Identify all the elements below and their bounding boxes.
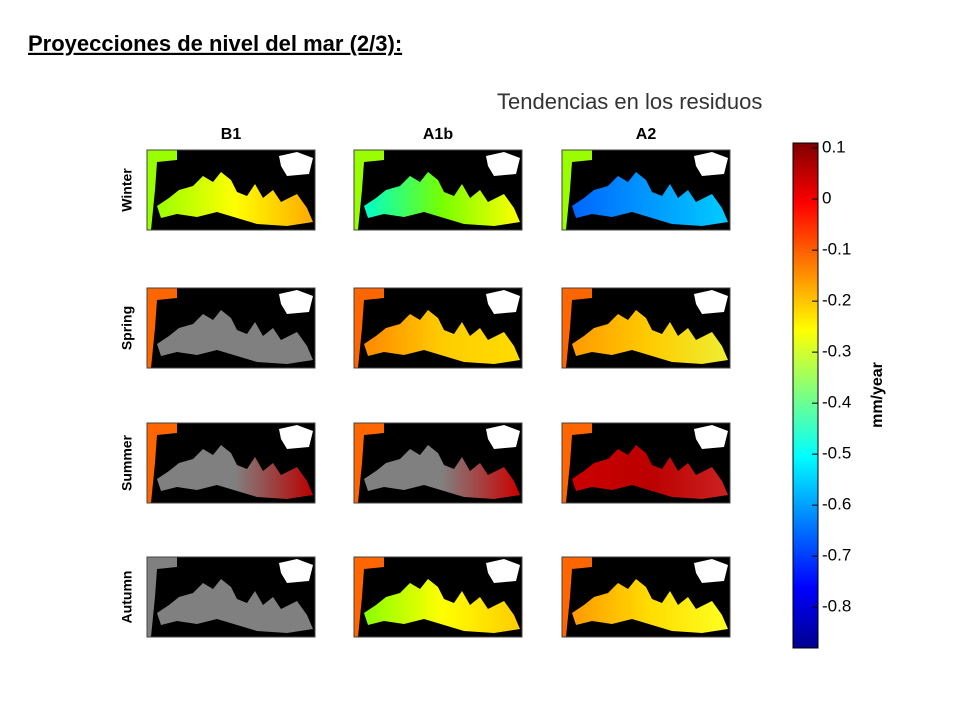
map-atlantic bbox=[562, 150, 592, 230]
map-panel bbox=[353, 287, 523, 369]
map-panel bbox=[561, 287, 731, 369]
map-frame bbox=[561, 287, 731, 369]
map-frame bbox=[146, 556, 316, 638]
map-panel bbox=[353, 149, 523, 231]
map-sea bbox=[157, 445, 313, 499]
column-label: A1b bbox=[423, 126, 453, 143]
colorbar-tick-label: -0.4 bbox=[822, 393, 851, 412]
map-sea bbox=[364, 310, 520, 364]
map-atlantic bbox=[354, 423, 384, 503]
slide-title: Proyecciones de nivel del mar (2/3): bbox=[28, 31, 402, 56]
map-frame bbox=[353, 287, 523, 369]
map-atlantic bbox=[147, 288, 177, 368]
map-sea bbox=[572, 172, 728, 226]
map-panel bbox=[146, 422, 316, 504]
map-blacksea bbox=[486, 559, 520, 583]
colorbar bbox=[792, 142, 819, 649]
map-blacksea bbox=[486, 152, 520, 176]
row-label: Winter bbox=[119, 168, 135, 212]
map-panel bbox=[146, 149, 316, 231]
map-atlantic bbox=[562, 288, 592, 368]
row-label: Summer bbox=[119, 434, 135, 491]
map-atlantic bbox=[562, 557, 592, 637]
colorbar-tick-label: -0.7 bbox=[822, 546, 851, 565]
map-blacksea bbox=[279, 152, 313, 176]
colorbar-tick-label: 0.1 bbox=[822, 138, 846, 157]
map-blacksea bbox=[486, 425, 520, 449]
map-blacksea bbox=[279, 425, 313, 449]
map-frame bbox=[353, 149, 523, 231]
map-sea bbox=[364, 172, 520, 226]
map-frame bbox=[561, 149, 731, 231]
colorbar-tick-label: -0.6 bbox=[822, 495, 851, 514]
map-blacksea bbox=[486, 290, 520, 314]
map-panel bbox=[146, 287, 316, 369]
colorbar-tick-label: -0.2 bbox=[822, 291, 851, 310]
map-atlantic bbox=[354, 150, 384, 230]
map-panel bbox=[561, 149, 731, 231]
map-frame bbox=[146, 287, 316, 369]
map-sea bbox=[364, 579, 520, 633]
map-atlantic bbox=[147, 423, 177, 503]
map-frame bbox=[561, 556, 731, 638]
map-panel bbox=[146, 556, 316, 638]
map-sea bbox=[157, 310, 313, 364]
colorbar-tick-label: 0 bbox=[822, 189, 831, 208]
map-panel bbox=[353, 422, 523, 504]
row-label: Autumn bbox=[119, 571, 135, 624]
map-sea bbox=[364, 445, 520, 499]
map-panel bbox=[353, 556, 523, 638]
slide-subtitle: Tendencias en los residuos bbox=[497, 89, 762, 114]
colorbar-tick-label: -0.1 bbox=[822, 240, 851, 259]
map-blacksea bbox=[694, 290, 728, 314]
map-blacksea bbox=[694, 559, 728, 583]
map-atlantic bbox=[147, 150, 177, 230]
column-label: A2 bbox=[636, 126, 657, 143]
map-sea bbox=[157, 172, 313, 226]
map-blacksea bbox=[279, 559, 313, 583]
map-panel bbox=[561, 556, 731, 638]
map-sea bbox=[572, 310, 728, 364]
map-atlantic bbox=[354, 288, 384, 368]
map-blacksea bbox=[279, 290, 313, 314]
map-blacksea bbox=[694, 425, 728, 449]
map-frame bbox=[561, 422, 731, 504]
map-atlantic bbox=[147, 557, 177, 637]
map-blacksea bbox=[694, 152, 728, 176]
colorbar-label: mm/year bbox=[869, 362, 886, 428]
map-frame bbox=[353, 422, 523, 504]
map-atlantic bbox=[354, 557, 384, 637]
row-label: Spring bbox=[119, 306, 135, 350]
column-label: B1 bbox=[221, 126, 242, 143]
map-atlantic bbox=[562, 423, 592, 503]
colorbar-tick-label: -0.5 bbox=[822, 444, 851, 463]
colorbar-tick-label: -0.8 bbox=[822, 597, 851, 616]
map-frame bbox=[146, 149, 316, 231]
map-panel bbox=[561, 422, 731, 504]
colorbar-tick-label: -0.3 bbox=[822, 342, 851, 361]
map-sea bbox=[572, 445, 728, 499]
map-sea bbox=[572, 579, 728, 633]
map-frame bbox=[353, 556, 523, 638]
map-sea bbox=[157, 579, 313, 633]
map-frame bbox=[146, 422, 316, 504]
